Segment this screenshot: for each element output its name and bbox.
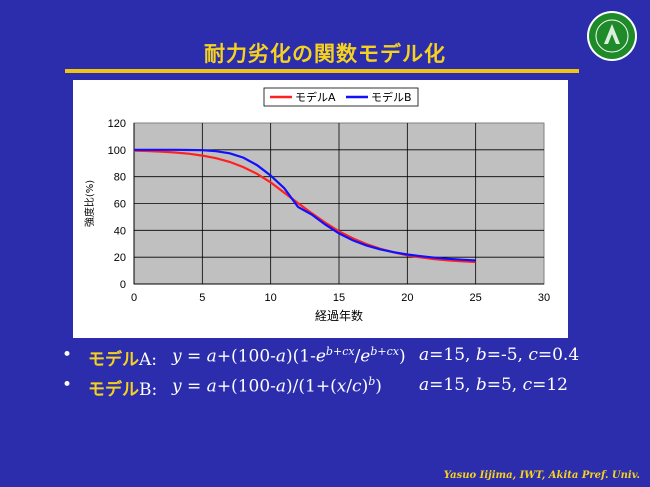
y-tick-label: 100	[108, 145, 126, 157]
params-a: a=15, b=-5, c=0.4	[419, 345, 580, 365]
bullet-dot: •	[62, 375, 73, 395]
x-tick-label: 25	[470, 292, 482, 304]
chart-panel: 0 5 10 15 20 25 30 0 20 40 60 80 100 120 経過年数 強度比(%) モデル…	[73, 80, 568, 338]
series-line-a	[133, 149, 476, 264]
y-tick-label: 80	[114, 172, 126, 184]
slide-title: 耐力劣化の関数モデル化	[204, 42, 446, 66]
x-tick-label: 30	[538, 292, 550, 304]
params-b: a=15, b=5, c=12	[419, 375, 569, 395]
formula-a: y = a+(100-a)(1-eb+cx/eb+cx)	[172, 345, 406, 367]
series-line-b	[134, 148, 476, 262]
x-tick-label: 15	[333, 292, 345, 304]
legend-label: モデルA	[295, 90, 336, 104]
x-tick-label: 0	[131, 292, 137, 304]
y-tick-label: 120	[108, 118, 126, 130]
x-tick-label: 20	[401, 292, 413, 304]
legend-label: モデルB	[371, 90, 412, 104]
x-tick-label: 10	[265, 292, 277, 304]
university-seal-icon	[587, 11, 637, 61]
y-tick-label: 40	[114, 225, 126, 237]
x-axis-label: 経過年数	[315, 308, 363, 323]
y-axis-label: 強度比(%)	[83, 180, 96, 227]
y-tick-label: 60	[114, 199, 126, 211]
line-chart: 0 5 10 15 20 25 30 0 20 40 60 80 100 120 経過年数 強度比(%) モデル…	[83, 87, 550, 323]
footer-credit: Yasuo Iijima, IWT, Akita Pref. Univ.	[443, 470, 640, 481]
model-name: モデルA:	[88, 350, 158, 370]
x-tick-label: 5	[199, 292, 205, 304]
model-name: モデルB:	[88, 380, 158, 400]
formula-b: y = a+(100-a)/(1+(x/c)b)	[172, 375, 382, 397]
y-tick-label: 20	[114, 252, 126, 264]
y-tick-label: 0	[120, 279, 126, 291]
title-underline	[65, 69, 579, 73]
legend-box	[263, 87, 419, 107]
bullet-dot: •	[62, 345, 73, 365]
